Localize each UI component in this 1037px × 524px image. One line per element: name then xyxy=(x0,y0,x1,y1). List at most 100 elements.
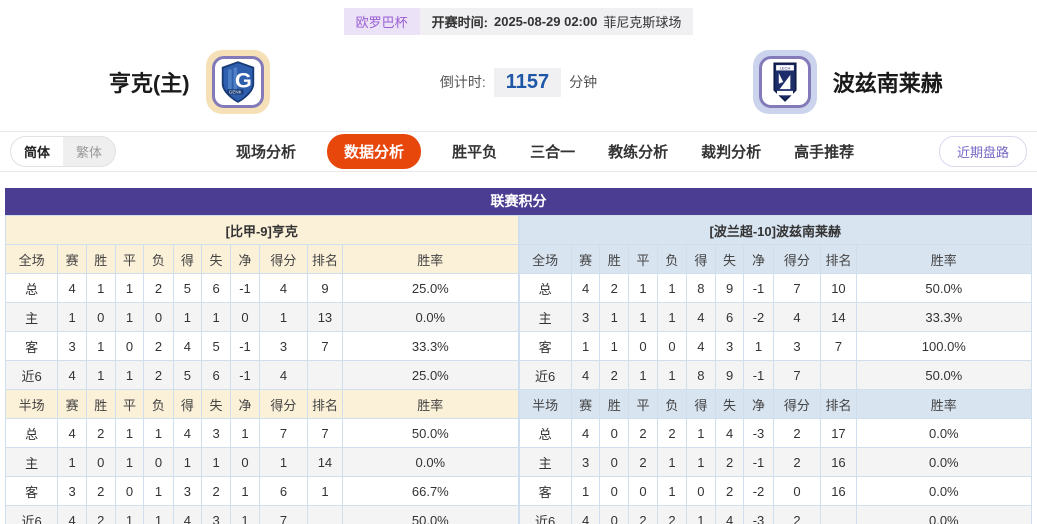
row-label: 总 xyxy=(518,273,572,303)
cell: 2 xyxy=(772,418,822,448)
header-cell: 得 xyxy=(172,244,203,274)
cell: 0.0% xyxy=(342,302,519,332)
cell: 7 xyxy=(306,418,344,448)
cell: 0 xyxy=(143,447,174,477)
cell: 2 xyxy=(143,331,174,361)
cell: 100.0% xyxy=(855,331,1033,361)
header-cell: 胜率 xyxy=(342,244,519,274)
cell: 7 xyxy=(259,505,308,524)
cell: 3 xyxy=(172,476,203,506)
cell: 16 xyxy=(820,447,857,477)
cell: 2 xyxy=(143,360,174,390)
header-cell: 赛 xyxy=(570,244,601,274)
cell: -1 xyxy=(229,273,261,303)
table-row: 近6 4 1 1 2 5 6 -1 4 25.0% xyxy=(4,360,519,390)
cell: 16 xyxy=(820,476,857,506)
header-cell: 胜率 xyxy=(855,244,1033,274)
cell: 0 xyxy=(628,476,658,506)
cell: 1 xyxy=(259,447,308,477)
cell: 0 xyxy=(114,331,145,361)
tab-win-draw-lose[interactable]: 胜平负 xyxy=(452,144,498,161)
cell: 1 xyxy=(201,447,231,477)
table-row: 总 4 2 1 1 4 3 1 7 7 50.0% xyxy=(4,418,519,448)
cell: 4 xyxy=(172,418,203,448)
cell: 66.7% xyxy=(342,476,519,506)
away-team-block: LECH 波兹南莱赫 xyxy=(659,50,1037,114)
cell: 1 xyxy=(57,302,87,332)
header-cell: 排名 xyxy=(306,244,344,274)
tab-live-analysis[interactable]: 现场分析 xyxy=(236,144,297,161)
tab-data-analysis[interactable]: 数据分析 xyxy=(327,134,422,169)
team-label-row: [波兰超-10]波兹南莱赫 xyxy=(518,215,1032,245)
tab-three-in-one[interactable]: 三合一 xyxy=(530,144,576,161)
cell: 6 xyxy=(259,476,308,506)
cell: 0 xyxy=(686,476,716,506)
cell: 14 xyxy=(820,302,857,332)
countdown-unit: 分钟 xyxy=(569,74,598,90)
cell: 5 xyxy=(172,273,203,303)
cell: 0.0% xyxy=(342,447,519,477)
cell: 1 xyxy=(686,505,716,524)
header-cell: 排名 xyxy=(820,389,857,419)
cell: 1 xyxy=(599,331,630,361)
lang-simplified-button[interactable]: 简体 xyxy=(11,137,64,166)
cell: 2 xyxy=(201,476,231,506)
cell: 2 xyxy=(85,505,116,524)
tab-coach-analysis[interactable]: 教练分析 xyxy=(608,144,669,161)
cell: 8 xyxy=(686,360,716,390)
table-row: 客 1 0 0 1 0 2 -2 0 16 0.0% xyxy=(518,476,1033,506)
lang-traditional-button[interactable]: 繁体 xyxy=(76,145,103,160)
cell: 9 xyxy=(714,273,745,303)
row-label: 总 xyxy=(518,418,572,448)
cell: 33.3% xyxy=(342,331,519,361)
cell: -1 xyxy=(229,331,261,361)
row-label: 客 xyxy=(4,331,59,361)
svg-text:GENK: GENK xyxy=(228,90,241,95)
league-tag[interactable]: 欧罗巴杯 xyxy=(343,8,420,35)
table-row: 总 4 1 1 2 5 6 -1 4 9 25.0% xyxy=(4,273,519,303)
cell: 4 xyxy=(570,505,601,524)
header-cell: 失 xyxy=(714,389,745,419)
cell: 4 xyxy=(57,273,87,303)
cell: 7 xyxy=(772,273,822,303)
table-row: 客 3 1 0 2 4 5 -1 3 7 33.3% xyxy=(4,331,519,361)
tab-referee-analysis[interactable]: 裁判分析 xyxy=(701,144,762,161)
cell: 1 xyxy=(570,331,601,361)
cell: -1 xyxy=(743,360,774,390)
standings-title: 联赛积分 xyxy=(5,188,1032,215)
cell: 6 xyxy=(201,273,231,303)
header-cell: 失 xyxy=(201,244,231,274)
column-header-row: 半场赛胜平负得失净得分 排名 胜率 xyxy=(518,389,1033,419)
cell: 1 xyxy=(114,273,145,303)
cell: 25.0% xyxy=(342,360,519,390)
header-cell: 胜 xyxy=(85,244,116,274)
recent-odds-button[interactable]: 近期盘路 xyxy=(938,136,1027,167)
cell: 33.3% xyxy=(855,302,1033,332)
cell: 3 xyxy=(714,331,745,361)
cell: 2 xyxy=(143,273,174,303)
cell: 4 xyxy=(172,505,203,524)
cell: 1 xyxy=(143,505,174,524)
cell: 4 xyxy=(570,360,601,390)
cell: -1 xyxy=(743,273,774,303)
league-standings-section: 联赛积分 [比甲-9]亨克 全场赛胜平负得失净得分 排名 胜率总 4 1 1 2 5 6 -1 4 9 2… xyxy=(4,188,1033,524)
header-cell: 净 xyxy=(229,244,261,274)
row-label: 近6 xyxy=(518,360,572,390)
cell: 0 xyxy=(599,447,630,477)
header-cell: 赛 xyxy=(570,389,601,419)
cell: 1 xyxy=(628,302,658,332)
header-cell: 负 xyxy=(656,389,688,419)
cell: 8 xyxy=(686,273,716,303)
cell: 2 xyxy=(772,505,822,524)
header-cell: 净 xyxy=(743,244,774,274)
analysis-nav: 现场分析 数据分析 胜平负 三合一 教练分析 裁判分析 高手推荐 xyxy=(234,134,856,169)
cell: 0.0% xyxy=(855,418,1033,448)
header-cell: 失 xyxy=(201,389,231,419)
cell: 1 xyxy=(686,447,716,477)
cell: 2 xyxy=(628,505,658,524)
cell: 1 xyxy=(143,476,174,506)
cell: 0 xyxy=(85,447,116,477)
header-cell: 得分 xyxy=(772,389,822,419)
tab-expert-picks[interactable]: 高手推荐 xyxy=(794,144,855,161)
cell: 2 xyxy=(85,418,116,448)
